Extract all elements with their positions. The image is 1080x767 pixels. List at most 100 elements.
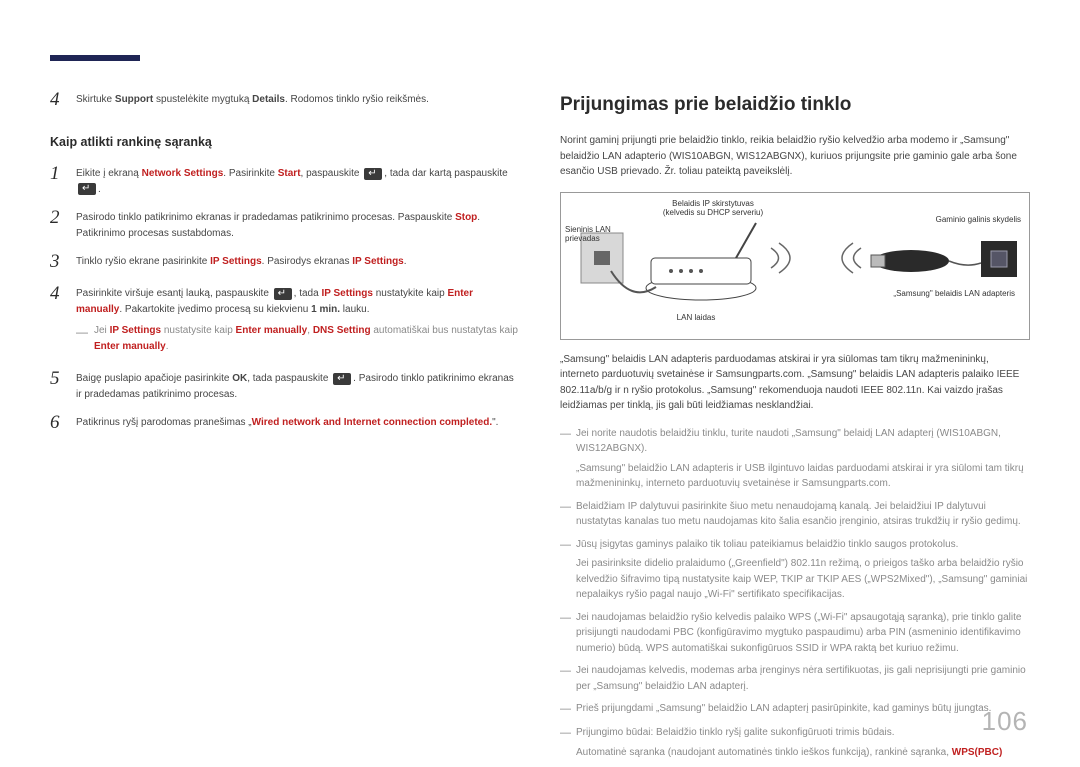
page-number: 106: [982, 701, 1028, 741]
t: 1 min.: [311, 304, 340, 315]
paragraph: „Samsung" belaidis LAN adapteris parduod…: [560, 352, 1030, 414]
diagram-label: Belaidis IP skirstytuvas (kelvedis su DH…: [653, 199, 773, 217]
dash-icon: ―: [560, 610, 576, 657]
step-text: Pasirinkite viršuje esantį lauką, paspau…: [76, 284, 520, 358]
bullet-text: Jūsų įsigytas gaminys palaiko tik toliau…: [576, 537, 1030, 603]
t: nustatysite kaip: [161, 325, 235, 336]
step-3: 3 Tinklo ryšio ekrane pasirinkite IP Set…: [50, 252, 520, 273]
t: .: [98, 184, 101, 195]
t: nustatykite kaip: [373, 288, 447, 299]
t: Eikite į ekraną: [76, 168, 142, 179]
step-1: 1 Eikite į ekraną Network Settings. Pasi…: [50, 164, 520, 197]
bullet-text: Jei naudojamas belaidžio ryšio kelvedis …: [576, 610, 1030, 657]
list-item: ― Jei naudojamas belaidžio ryšio kelvedi…: [560, 610, 1030, 657]
page-columns: 4 Skirtuke Support spustelėkite mygtuką …: [50, 90, 1030, 767]
section-heading: Kaip atlikti rankinę sąranką: [50, 133, 520, 152]
t: . Pasirinkite: [223, 168, 277, 179]
t: IP Settings: [352, 256, 404, 267]
enter-icon: [364, 168, 382, 180]
right-column: Prijungimas prie belaidžio tinklo Norint…: [560, 90, 1030, 767]
step-number: 5: [50, 369, 76, 390]
step-number: 2: [50, 208, 76, 229]
top-step-4: 4 Skirtuke Support spustelėkite mygtuką …: [50, 90, 520, 111]
diagram-label: Sieninis LAN prievadas: [565, 225, 645, 243]
diagram-label: LAN laidas: [661, 313, 731, 322]
t: Jūsų įsigytas gaminys palaiko tik toliau…: [576, 539, 958, 550]
accent-bar: [50, 55, 140, 61]
list-item: ― Jūsų įsigytas gaminys palaiko tik toli…: [560, 537, 1030, 603]
t: Start: [278, 168, 301, 179]
bullet-list: ― Jei norite naudotis belaidžiu tinklu, …: [560, 426, 1030, 761]
sub-text: „Samsung" belaidžio LAN adapteris ir USB…: [576, 461, 1030, 492]
step-text: Eikite į ekraną Network Settings. Pasiri…: [76, 164, 520, 197]
step-text: Patikrinus ryšį parodomas pranešimas „Wi…: [76, 413, 520, 431]
diagram-label: „Samsung" belaidis LAN adapteris: [855, 289, 1015, 298]
t: . Pakartokite įvedimo procesą su kiekvie…: [119, 304, 311, 315]
dash-icon: ―: [560, 663, 576, 694]
step-text: Skirtuke Support spustelėkite mygtuką De…: [76, 90, 520, 108]
t: . Rodomos tinklo ryšio reikšmės.: [285, 94, 429, 105]
t: Wired network and Internet connection co…: [252, 417, 493, 428]
enter-icon: [333, 373, 351, 385]
list-item: ― Jei naudojamas kelvedis, modemas arba …: [560, 663, 1030, 694]
step-number: 1: [50, 164, 76, 185]
note-text: Jei IP Settings nustatysite kaip Enter m…: [94, 323, 520, 354]
dash-icon: ―: [76, 323, 94, 354]
t: , tada: [294, 288, 322, 299]
bullet-text: Prieš prijungdami „Samsung" belaidžio LA…: [576, 701, 1030, 718]
bullet-text: Belaidžiam IP dalytuvui pasirinkite šiuo…: [576, 499, 1030, 530]
step-number: 3: [50, 252, 76, 273]
section-title: Prijungimas prie belaidžio tinklo: [560, 90, 1030, 119]
step-number: 4: [50, 284, 76, 305]
t: Prijungimo būdai: Belaidžio tinklo ryšį …: [576, 727, 895, 738]
t: Enter manually: [94, 341, 166, 352]
dash-icon: ―: [560, 701, 576, 718]
t: spustelėkite mygtuką: [153, 94, 252, 105]
t: Stop: [455, 212, 477, 223]
t: Enter manually: [236, 325, 308, 336]
intro-paragraph: Norint gaminį prijungti prie belaidžio t…: [560, 133, 1030, 180]
step-text: Baigę puslapio apačioje pasirinkite OK, …: [76, 369, 520, 402]
t: Network Settings: [142, 168, 224, 179]
t: Jei: [94, 325, 110, 336]
t: ".: [492, 417, 498, 428]
sub-text: Automatinė sąranka (naudojant automatinė…: [576, 745, 1030, 761]
diagram-label: Gaminio galinis skydelis: [901, 215, 1021, 224]
t: , tada paspauskite: [247, 373, 331, 384]
step-6: 6 Patikrinus ryšį parodomas pranešimas „…: [50, 413, 520, 434]
t: Skirtuke: [76, 94, 115, 105]
wireless-diagram: Belaidis IP skirstytuvas (kelvedis su DH…: [560, 192, 1030, 340]
t: WPS(PBC): [952, 747, 1003, 758]
dash-icon: ―: [560, 537, 576, 603]
t: Pasirodo tinklo patikrinimo ekranas ir p…: [76, 212, 455, 223]
list-item: ― Prieš prijungdami „Samsung" belaidžio …: [560, 701, 1030, 718]
dash-icon: ―: [560, 426, 576, 492]
t: IP Settings: [210, 256, 262, 267]
t: Details: [252, 94, 285, 105]
t: Tinklo ryšio ekrane pasirinkite: [76, 256, 210, 267]
t: Baigę puslapio apačioje pasirinkite: [76, 373, 232, 384]
t: lauku.: [340, 304, 369, 315]
dash-icon: ―: [560, 725, 576, 760]
enter-icon: [78, 183, 96, 195]
step-2: 2 Pasirodo tinklo patikrinimo ekranas ir…: [50, 208, 520, 241]
dash-icon: ―: [560, 499, 576, 530]
enter-icon: [274, 288, 292, 300]
bullet-text: Jei naudojamas kelvedis, modemas arba įr…: [576, 663, 1030, 694]
t: , tada dar kartą paspauskite: [384, 168, 507, 179]
left-column: 4 Skirtuke Support spustelėkite mygtuką …: [50, 90, 520, 767]
t: Pasirinkite viršuje esantį lauką, paspau…: [76, 288, 272, 299]
step-number: 4: [50, 90, 76, 111]
t: , paspauskite: [301, 168, 363, 179]
bullet-text: Prijungimo būdai: Belaidžio tinklo ryšį …: [576, 725, 1030, 760]
sub-text: Jei pasirinksite didelio pralaidumo („Gr…: [576, 556, 1030, 603]
t: IP Settings: [110, 325, 162, 336]
t: Belaidis IP skirstytuvas (kelvedis su DH…: [663, 199, 763, 217]
t: .: [404, 256, 407, 267]
t: Support: [115, 94, 153, 105]
t: Jei norite naudotis belaidžiu tinklu, tu…: [576, 428, 1001, 455]
list-item: ― Belaidžiam IP dalytuvui pasirinkite ši…: [560, 499, 1030, 530]
step-4-note: ― Jei IP Settings nustatysite kaip Enter…: [76, 323, 520, 354]
t: . Pasirodys ekranas: [262, 256, 353, 267]
t: OK: [232, 373, 247, 384]
